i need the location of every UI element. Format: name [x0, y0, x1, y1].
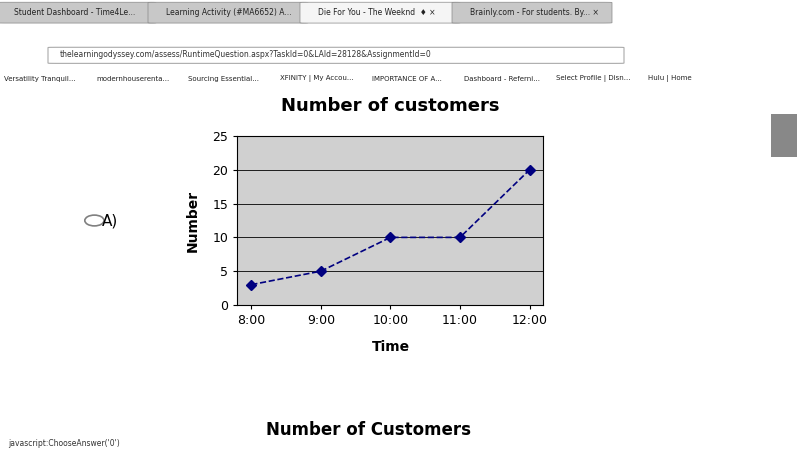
Text: XFINITY | My Accou...: XFINITY | My Accou... — [280, 75, 354, 82]
Text: Select Profile | Disn...: Select Profile | Disn... — [556, 75, 630, 82]
Text: Time: Time — [371, 340, 410, 354]
Text: modernhouserenta...: modernhouserenta... — [96, 76, 170, 82]
Text: Brainly.com - For students. By... ×: Brainly.com - For students. By... × — [470, 8, 598, 17]
FancyBboxPatch shape — [300, 2, 460, 23]
Bar — [771, 114, 797, 157]
Text: A): A) — [102, 213, 118, 228]
Text: IMPORTANCE OF A...: IMPORTANCE OF A... — [372, 76, 442, 82]
Text: Hulu | Home: Hulu | Home — [648, 75, 692, 82]
Text: Number: Number — [186, 189, 199, 252]
Text: Learning Activity (#MA6652) A...: Learning Activity (#MA6652) A... — [166, 8, 291, 17]
FancyBboxPatch shape — [0, 2, 156, 23]
Text: Dashboard - Referni...: Dashboard - Referni... — [464, 76, 540, 82]
FancyBboxPatch shape — [148, 2, 308, 23]
Text: Student Dashboard - Time4Le...: Student Dashboard - Time4Le... — [14, 8, 135, 17]
FancyBboxPatch shape — [452, 2, 612, 23]
Text: Number of Customers: Number of Customers — [266, 420, 470, 438]
Text: thelearningodyssey.com/assess/RuntimeQuestion.aspx?TaskId=0&LAId=28128&Assignmen: thelearningodyssey.com/assess/RuntimeQue… — [60, 50, 432, 59]
Text: Versatility Tranquil...: Versatility Tranquil... — [4, 76, 76, 82]
Text: javascript:ChooseAnswer('0'): javascript:ChooseAnswer('0') — [8, 439, 120, 448]
Text: Sourcing Essential...: Sourcing Essential... — [188, 76, 259, 82]
Text: Number of customers: Number of customers — [281, 97, 500, 115]
Text: Die For You - The Weeknd  ♦ ×: Die For You - The Weeknd ♦ × — [318, 8, 435, 17]
FancyBboxPatch shape — [48, 47, 624, 63]
